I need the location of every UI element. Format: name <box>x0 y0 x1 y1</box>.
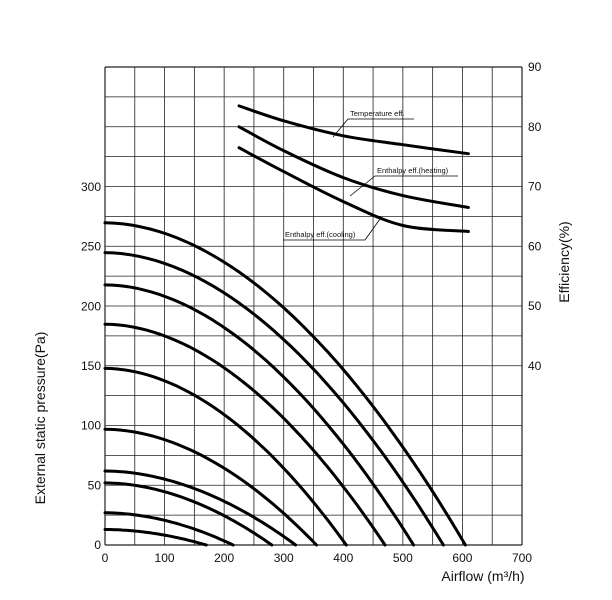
x-tick-label: 200 <box>214 551 234 565</box>
annotation-leader <box>332 118 349 138</box>
y-axis-label: External static pressure(Pa) <box>32 332 48 505</box>
pressure-curve <box>103 251 445 547</box>
y2-tick-label: 70 <box>528 180 542 194</box>
x-tick-label: 600 <box>452 551 472 565</box>
annotation-label: Enthalpy eff.(heating) <box>377 166 449 175</box>
y2-tick-label: 90 <box>528 60 542 74</box>
x-tick-label: 500 <box>393 551 413 565</box>
pressure-curve <box>103 481 274 547</box>
y-tick-label: 250 <box>81 240 101 254</box>
pressure-curve <box>103 427 318 547</box>
y2-tick-label: 50 <box>528 299 542 313</box>
pressure-curve <box>103 322 387 547</box>
pressure-curve <box>103 366 348 547</box>
annotation-label: Enthalpy eff.(cooling) <box>285 230 356 239</box>
y-tick-label: 300 <box>81 180 101 194</box>
chart-tick-labels: 0 100 200 300 400 500 600 700 0 50 100 150 200 250 300… <box>81 60 542 565</box>
efficiency-curve <box>237 125 470 209</box>
chart-annotations: Temperature eff. Enthalpy eff.(heating) En… <box>283 109 458 241</box>
annotation-leader <box>364 218 381 241</box>
annotation-leader <box>349 175 376 197</box>
x-tick-label: 300 <box>274 551 294 565</box>
y-tick-label: 50 <box>88 478 102 492</box>
y-tick-label: 0 <box>94 538 101 552</box>
x-tick-label: 700 <box>512 551 532 565</box>
y2-axis-label: Efficiency(%) <box>556 221 572 302</box>
y-tick-label: 150 <box>81 359 101 373</box>
pressure-curve <box>103 528 208 547</box>
pressure-curve <box>103 221 467 547</box>
pressure-curve <box>103 469 298 547</box>
y2-tick-label: 60 <box>528 239 542 253</box>
efficiency-curve <box>237 146 470 233</box>
pressure-curve <box>103 283 416 547</box>
x-tick-label: 0 <box>102 551 109 565</box>
annotation-label: Temperature eff. <box>350 109 404 118</box>
y-tick-label: 100 <box>81 419 101 433</box>
y-tick-label: 200 <box>81 299 101 313</box>
chart-grid <box>104 66 523 546</box>
pressure-curve <box>103 511 235 547</box>
x-tick-label: 400 <box>333 551 353 565</box>
y2-tick-label: 40 <box>528 359 542 373</box>
y2-tick-label: 80 <box>528 120 542 134</box>
chart-series <box>103 104 470 547</box>
x-tick-label: 100 <box>155 551 175 565</box>
x-axis-label: Airflow (m³/h) <box>441 568 524 584</box>
efficiency-curve <box>237 104 470 156</box>
